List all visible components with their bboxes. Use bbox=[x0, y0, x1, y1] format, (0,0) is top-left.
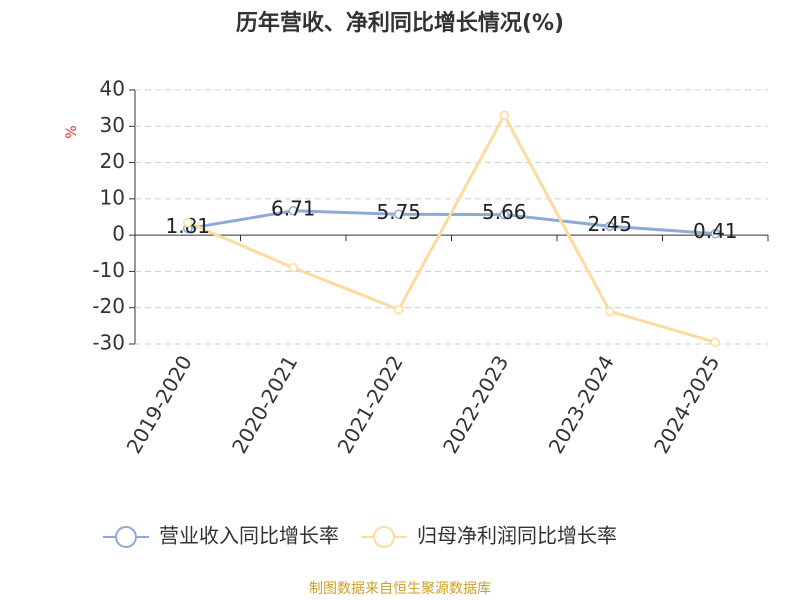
data-point bbox=[288, 206, 298, 216]
data-point bbox=[394, 304, 404, 315]
data-point bbox=[499, 110, 509, 121]
x-tick-label: 2020-2021 bbox=[227, 351, 302, 457]
x-tick-label: 2023-2024 bbox=[544, 351, 619, 457]
data-point bbox=[499, 209, 509, 220]
x-tick-label: 2022-2023 bbox=[438, 351, 513, 457]
chart-title: 历年营收、净利同比增长情况(%) bbox=[236, 10, 564, 36]
y-tick-label: 30 bbox=[100, 113, 125, 137]
data-label: 5.66 bbox=[482, 200, 527, 224]
series-line bbox=[187, 112, 716, 344]
y-tick-label: -20 bbox=[92, 294, 125, 318]
legend-label: 营业收入同比增长率 bbox=[159, 524, 339, 548]
data-point bbox=[710, 337, 720, 347]
data-label: 0.41 bbox=[693, 219, 738, 243]
x-tick-label: 2021-2022 bbox=[333, 351, 408, 457]
x-tick-label: 2019-2020 bbox=[122, 351, 197, 457]
data-point bbox=[605, 221, 615, 232]
data-label: 2.45 bbox=[587, 212, 632, 236]
y-tick-label: 40 bbox=[100, 77, 125, 101]
data-point bbox=[183, 217, 193, 228]
data-label: 6.71 bbox=[271, 196, 316, 220]
y-tick-label: -10 bbox=[92, 258, 125, 282]
data-label: 5.75 bbox=[376, 200, 421, 224]
legend-marker bbox=[115, 526, 137, 548]
data-point bbox=[288, 263, 298, 273]
data-point bbox=[710, 228, 720, 239]
data-point bbox=[605, 306, 615, 317]
y-tick-label: 10 bbox=[100, 185, 125, 209]
y-tick-label: -30 bbox=[92, 331, 125, 355]
legend-marker bbox=[373, 526, 395, 548]
y-tick-label: 20 bbox=[100, 149, 125, 173]
data-point bbox=[394, 209, 404, 220]
x-tick-label: 2024-2025 bbox=[649, 351, 724, 457]
y-axis-label: % bbox=[64, 125, 80, 138]
source-note: 制图数据来自恒生聚源数据库 bbox=[309, 581, 491, 597]
legend-label: 归母净利润同比增长率 bbox=[417, 524, 617, 548]
y-tick-label: 0 bbox=[112, 222, 125, 246]
